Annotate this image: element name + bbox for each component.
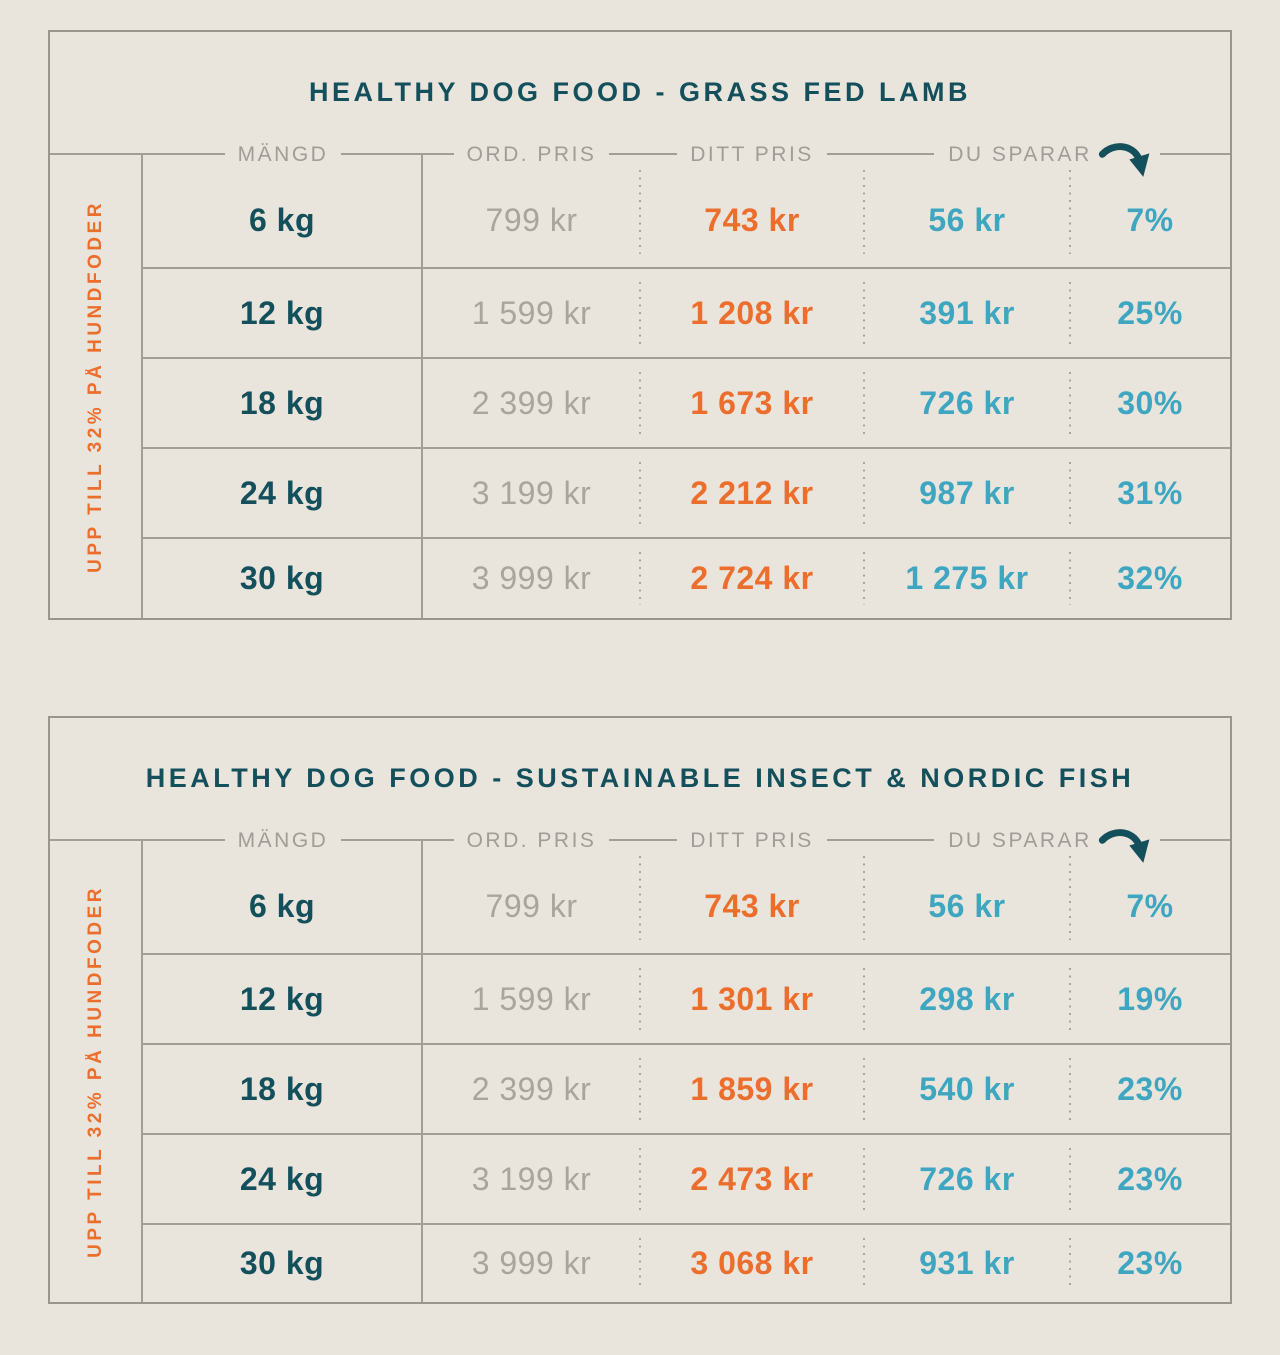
savings-percent-cell: 23% <box>1117 1160 1183 1197</box>
price-table-grass-fed-lamb: HEALTHY DOG FOOD - GRASS FED LAMB MÄNGD … <box>48 30 1232 620</box>
table-row: 12 kg 1 599 kr 1 208 kr 391 kr 25% <box>143 269 1230 359</box>
sidebar-promo-text: UPP TILL 32% PÅ HUNDFODER <box>84 885 106 1258</box>
quantity-cell: 12 kg <box>143 955 423 1043</box>
table-rows: 6 kg 799 kr 743 kr 56 kr 7% 12 kg 1 599 … <box>143 155 1230 618</box>
savings-percent-cell: 31% <box>1117 474 1183 511</box>
ordinary-price-cell: 799 kr <box>423 155 641 267</box>
quantity-cell: 18 kg <box>143 359 423 447</box>
table-title-row: HEALTHY DOG FOOD - GRASS FED LAMB <box>50 32 1230 155</box>
quantity-cell: 24 kg <box>143 1135 423 1223</box>
savings-percent-cell: 25% <box>1117 294 1183 331</box>
quantity-cell: 30 kg <box>143 539 423 618</box>
table-row: 30 kg 3 999 kr 2 724 kr 1 275 kr 32% <box>143 539 1230 618</box>
ordinary-price-cell: 1 599 kr <box>423 955 641 1043</box>
sidebar-promo: UPP TILL 32% PÅ HUNDFODER <box>50 841 143 1302</box>
quantity-cell: 30 kg <box>143 1225 423 1302</box>
table-title: HEALTHY DOG FOOD - GRASS FED LAMB <box>309 77 971 107</box>
savings-percent-cell: 7% <box>1126 201 1174 238</box>
your-price-cell: 743 kr <box>640 841 865 953</box>
ordinary-price-cell: 3 999 kr <box>423 539 641 618</box>
quantity-cell: 18 kg <box>143 1045 423 1133</box>
your-price-cell: 1 673 kr <box>640 359 865 447</box>
ordinary-price-cell: 2 399 kr <box>423 359 641 447</box>
savings-cell: 726 kr <box>864 359 1071 447</box>
your-price-cell: 3 068 kr <box>640 1225 865 1302</box>
savings-percent-cell: 30% <box>1117 384 1183 421</box>
table-row: 18 kg 2 399 kr 1 859 kr 540 kr 23% <box>143 1045 1230 1135</box>
savings-percent-cell: 23% <box>1117 1245 1183 1281</box>
savings-percent-cell: 7% <box>1126 887 1174 924</box>
table-row: 24 kg 3 199 kr 2 473 kr 726 kr 23% <box>143 1135 1230 1225</box>
table-row: 12 kg 1 599 kr 1 301 kr 298 kr 19% <box>143 955 1230 1045</box>
ordinary-price-cell: 3 999 kr <box>423 1225 641 1302</box>
table-row: 6 kg 799 kr 743 kr 56 kr 7% <box>143 841 1230 955</box>
ordinary-price-cell: 3 199 kr <box>423 449 641 537</box>
savings-cell: 987 kr <box>864 449 1071 537</box>
savings-cell: 1 275 kr <box>864 539 1071 618</box>
ordinary-price-cell: 2 399 kr <box>423 1045 641 1133</box>
savings-cell: 298 kr <box>864 955 1071 1043</box>
your-price-cell: 2 724 kr <box>640 539 865 618</box>
your-price-cell: 1 859 kr <box>640 1045 865 1133</box>
savings-cell: 56 kr <box>864 841 1071 953</box>
ordinary-price-cell: 799 kr <box>423 841 641 953</box>
savings-percent-cell: 32% <box>1117 560 1183 596</box>
table-row: 24 kg 3 199 kr 2 212 kr 987 kr 31% <box>143 449 1230 539</box>
quantity-cell: 12 kg <box>143 269 423 357</box>
savings-cell: 726 kr <box>864 1135 1071 1223</box>
price-table-insect-nordic-fish: HEALTHY DOG FOOD - SUSTAINABLE INSECT & … <box>48 716 1232 1304</box>
table-title: HEALTHY DOG FOOD - SUSTAINABLE INSECT & … <box>145 763 1135 793</box>
savings-cell: 540 kr <box>864 1045 1071 1133</box>
quantity-cell: 24 kg <box>143 449 423 537</box>
your-price-cell: 1 208 kr <box>640 269 865 357</box>
your-price-cell: 743 kr <box>640 155 865 267</box>
savings-cell: 931 kr <box>864 1225 1071 1302</box>
your-price-cell: 2 473 kr <box>640 1135 865 1223</box>
savings-percent-cell: 19% <box>1117 980 1183 1017</box>
savings-percent-cell: 23% <box>1117 1070 1183 1107</box>
table-body: MÄNGD ORD. PRIS DITT PRIS DU SPARAR UPP … <box>50 142 1230 618</box>
table-row: 6 kg 799 kr 743 kr 56 kr 7% <box>143 155 1230 269</box>
quantity-cell: 6 kg <box>143 155 423 267</box>
table-body: MÄNGD ORD. PRIS DITT PRIS DU SPARAR UPP … <box>50 828 1230 1302</box>
sidebar-promo: UPP TILL 32% PÅ HUNDFODER <box>50 155 143 618</box>
sidebar-promo-text: UPP TILL 32% PÅ HUNDFODER <box>84 200 106 573</box>
table-row: 30 kg 3 999 kr 3 068 kr 931 kr 23% <box>143 1225 1230 1302</box>
table-row: 18 kg 2 399 kr 1 673 kr 726 kr 30% <box>143 359 1230 449</box>
savings-cell: 391 kr <box>864 269 1071 357</box>
table-rows: 6 kg 799 kr 743 kr 56 kr 7% 12 kg 1 599 … <box>143 841 1230 1302</box>
quantity-cell: 6 kg <box>143 841 423 953</box>
ordinary-price-cell: 1 599 kr <box>423 269 641 357</box>
ordinary-price-cell: 3 199 kr <box>423 1135 641 1223</box>
page: HEALTHY DOG FOOD - GRASS FED LAMB MÄNGD … <box>48 30 1232 1304</box>
your-price-cell: 2 212 kr <box>640 449 865 537</box>
savings-cell: 56 kr <box>864 155 1071 267</box>
your-price-cell: 1 301 kr <box>640 955 865 1043</box>
table-title-row: HEALTHY DOG FOOD - SUSTAINABLE INSECT & … <box>50 718 1230 841</box>
